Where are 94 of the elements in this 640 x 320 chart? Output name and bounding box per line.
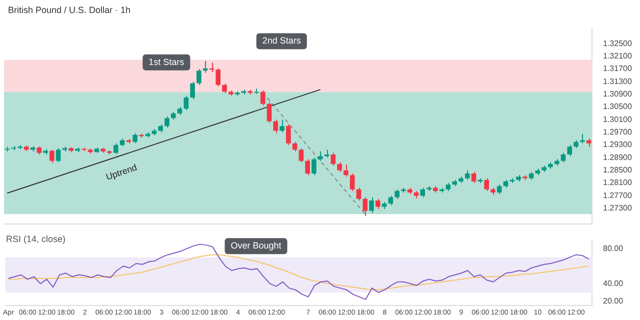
candlestick: [356, 187, 362, 201]
candlestick: [234, 90, 240, 96]
candlestick: [496, 184, 502, 195]
candlestick: [382, 202, 387, 210]
candlestick: [222, 83, 227, 94]
y-tick-label: 1.28900: [603, 152, 632, 162]
y-tick-label: 1.28500: [603, 166, 632, 175]
candlestick: [36, 146, 42, 156]
candlestick: [292, 141, 298, 152]
candlestick: [560, 152, 566, 163]
candlestick: [228, 90, 234, 96]
candlestick: [490, 187, 496, 196]
chart-title: RSI (14, close): [6, 234, 66, 244]
candlestick: [344, 164, 348, 178]
candlestick: [471, 171, 476, 184]
candlestick: [216, 68, 221, 87]
y-tick-label: 1.29300: [603, 140, 632, 150]
candlestick: [241, 89, 246, 95]
annotation: 1st Stars: [148, 56, 185, 67]
candlestick: [260, 90, 266, 106]
candlestick: [164, 116, 170, 128]
candlestick: [56, 148, 61, 163]
candlestick: [190, 81, 195, 100]
candlestick: [318, 150, 323, 162]
candlestick: [362, 196, 368, 216]
y-tick-label: 1.32100: [603, 52, 632, 61]
candlestick: [375, 198, 380, 210]
candlestick: [43, 148, 48, 156]
candlestick: [107, 150, 112, 156]
y-tick-label: 1.27300: [603, 204, 632, 213]
candlestick: [248, 89, 252, 95]
candlestick: [11, 145, 16, 151]
candlestick: [196, 68, 202, 86]
candlestick: [433, 186, 438, 194]
candlestick: [62, 146, 68, 152]
candlestick: [548, 162, 553, 170]
y-tick-label: 20.00: [603, 296, 624, 306]
candlestick: [528, 171, 534, 180]
y-tick-label: 40.00: [603, 278, 624, 288]
candlestick: [510, 178, 515, 184]
candlestick: [516, 174, 521, 182]
candlestick: [458, 176, 464, 184]
y-tick-label: 1.30100: [603, 114, 632, 124]
y-tick-label: 1.27700: [603, 190, 632, 200]
candlestick: [254, 88, 259, 95]
y-tick-label: 1.30900: [603, 90, 632, 99]
candlestick: [439, 187, 444, 194]
candlestick: [126, 138, 132, 144]
candlestick: [394, 188, 400, 200]
y-tick-label: 1.31300: [603, 76, 632, 86]
candlestick: [324, 149, 330, 158]
candlestick: [273, 119, 278, 134]
candlestick: [337, 162, 342, 172]
candlestick: [401, 187, 406, 194]
candlestick: [68, 146, 74, 153]
candlestick: [446, 182, 451, 192]
candlestick: [452, 179, 457, 187]
candlestick: [4, 146, 10, 152]
candlestick: [484, 178, 489, 192]
candlestick: [158, 124, 163, 133]
y-tick-label: 1.29700: [603, 128, 632, 137]
candlestick: [574, 140, 578, 149]
chart-title: British Pound / U.S. Dollar · 1h: [7, 4, 132, 17]
candlestick: [184, 95, 189, 111]
candlestick: [312, 157, 316, 176]
candlestick: [567, 144, 572, 157]
candlestick: [305, 158, 310, 176]
candlestick: [420, 187, 426, 198]
candlestick: [522, 174, 528, 180]
candlestick: [30, 146, 36, 152]
candlestick: [266, 102, 272, 124]
candlestick: [369, 196, 374, 214]
candlestick: [580, 133, 585, 144]
candlestick: [298, 148, 304, 163]
candlestick: [464, 170, 470, 180]
candlestick: [18, 144, 22, 150]
y-tick-label: 1.28100: [603, 178, 632, 188]
candlestick: [478, 178, 483, 184]
candlestick: [113, 142, 118, 154]
candlestick: [132, 132, 138, 144]
y-tick-label: 1.31700: [603, 64, 632, 74]
y-tick-label: 1.30500: [603, 102, 632, 112]
candlestick: [280, 119, 284, 133]
candlestick: [170, 111, 176, 120]
y-tick-label: 1.32500: [603, 38, 632, 48]
annotation: 2nd Stars: [262, 36, 302, 46]
candlestick: [350, 173, 355, 192]
candlestick: [426, 186, 432, 192]
candlestick: [330, 152, 336, 166]
annotation: Over Bought: [230, 240, 282, 251]
candlestick: [286, 124, 291, 146]
candlestick: [542, 165, 546, 172]
candlestick: [177, 106, 182, 116]
y-tick-label: 80.00: [603, 244, 624, 253]
